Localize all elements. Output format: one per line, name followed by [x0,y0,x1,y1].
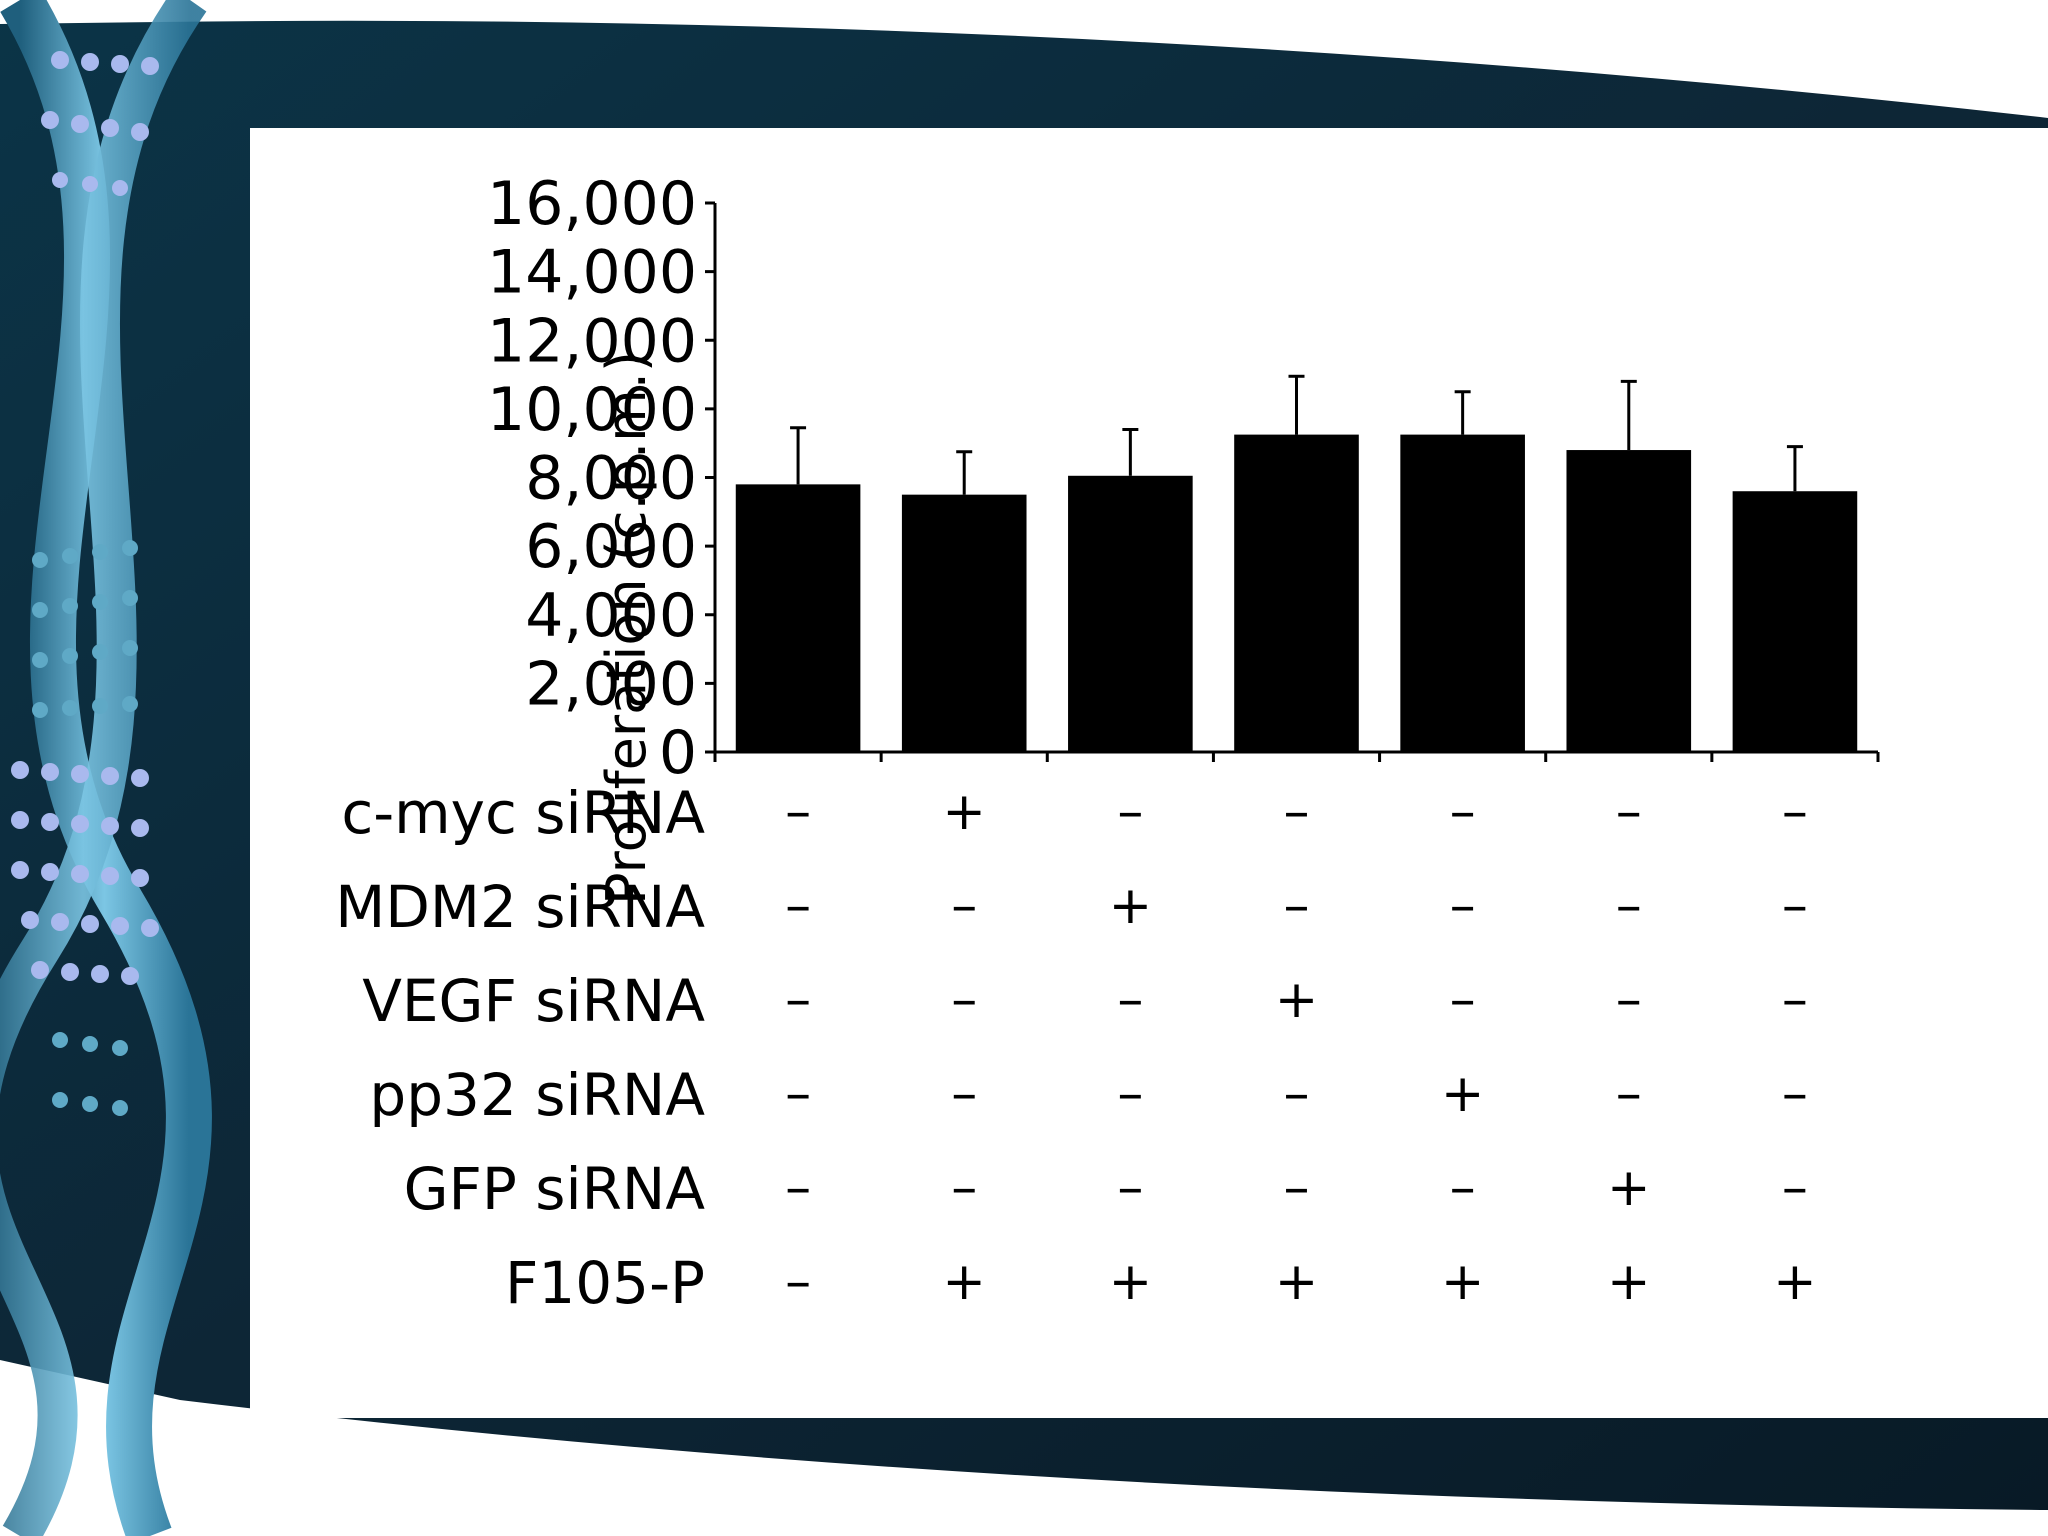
condition-mark: – [1450,782,1476,842]
bar [1566,450,1692,752]
condition-mark: + [1109,1252,1153,1312]
y-axis-label: Proliferation (c.p.m.) [595,351,658,905]
condition-mark: – [1782,1158,1808,1218]
condition-mark: – [1284,782,1310,842]
condition-mark: – [1284,1158,1310,1218]
y-tick-label: 6,000 [525,512,697,582]
condition-row-label: c-myc siRNA [341,779,705,847]
condition-row-label: MDM2 siRNA [335,873,705,941]
y-tick-label: 4,000 [525,581,697,651]
condition-mark: + [1607,1252,1651,1312]
condition-mark: – [1782,876,1808,936]
condition-mark: – [951,1158,977,1218]
condition-mark: – [1782,970,1808,1030]
y-ticks: 02,0004,0006,0008,00010,00012,00014,0001… [487,169,715,788]
bar [1732,491,1858,752]
condition-row-label: F105-P [505,1249,705,1317]
condition-mark: + [1441,1064,1485,1124]
bar [1400,434,1525,752]
condition-mark: – [1450,1158,1476,1218]
top-swoosh [0,0,2048,118]
condition-mark: – [1616,1064,1642,1124]
condition-mark: + [1607,1158,1651,1218]
condition-row-label: VEGF siRNA [362,967,705,1035]
condition-mark: – [951,1064,977,1124]
bar [901,494,1027,752]
figure-panel: 0 2,000 4,000 6,000 8,000 10,000 12,000 14,000 1… [250,128,2048,1418]
condition-mark: – [785,970,811,1030]
condition-mark: – [1284,1064,1310,1124]
y-tick-label: 2,000 [525,649,697,719]
condition-mark: – [1450,970,1476,1030]
bar [735,484,861,752]
error-bars [790,374,1803,495]
condition-mark: + [1275,970,1319,1030]
condition-mark: – [1450,876,1476,936]
dna-helix-graphic [0,0,212,1536]
bottom-swoosh [0,1360,2048,1536]
condition-mark: – [1616,970,1642,1030]
condition-mark: + [1109,876,1153,936]
condition-mark: + [1275,1252,1319,1312]
condition-mark: – [1782,1064,1808,1124]
condition-mark: – [1117,970,1143,1030]
y-tick-label: 0 [659,718,697,788]
condition-mark: – [1616,876,1642,936]
condition-mark: – [1284,876,1310,936]
condition-mark: – [785,876,811,936]
condition-mark: – [1117,782,1143,842]
y-tick-label: 8,000 [525,444,697,514]
condition-mark: + [1441,1252,1485,1312]
bar [1234,434,1359,752]
y-tick-label: 10,000 [487,375,697,445]
condition-mark: – [951,970,977,1030]
condition-mark: – [785,1252,811,1312]
condition-mark: – [1616,782,1642,842]
bar [1068,475,1193,752]
condition-mark: + [1773,1252,1817,1312]
condition-row-label: pp32 siRNA [369,1061,705,1129]
bar-chart: 02,0004,0006,0008,00010,00012,00014,0001… [335,169,1880,1317]
condition-mark: – [785,782,811,842]
y-tick-label: 14,000 [487,238,697,308]
condition-mark: – [1117,1158,1143,1218]
bars [735,434,1858,752]
condition-mark: + [942,1252,986,1312]
condition-mark: + [942,782,986,842]
condition-mark: – [1782,782,1808,842]
condition-mark: – [1117,1064,1143,1124]
condition-table: c-myc siRNA – + – – – – – MDM2 siRNA – – + – – – – VEGF … [335,779,1816,1317]
condition-mark: – [951,876,977,936]
condition-mark: – [785,1158,811,1218]
condition-mark: – [785,1064,811,1124]
y-tick-label: 12,000 [487,306,697,376]
condition-row-label: GFP siRNA [404,1155,706,1223]
y-tick-label: 16,000 [487,169,697,239]
